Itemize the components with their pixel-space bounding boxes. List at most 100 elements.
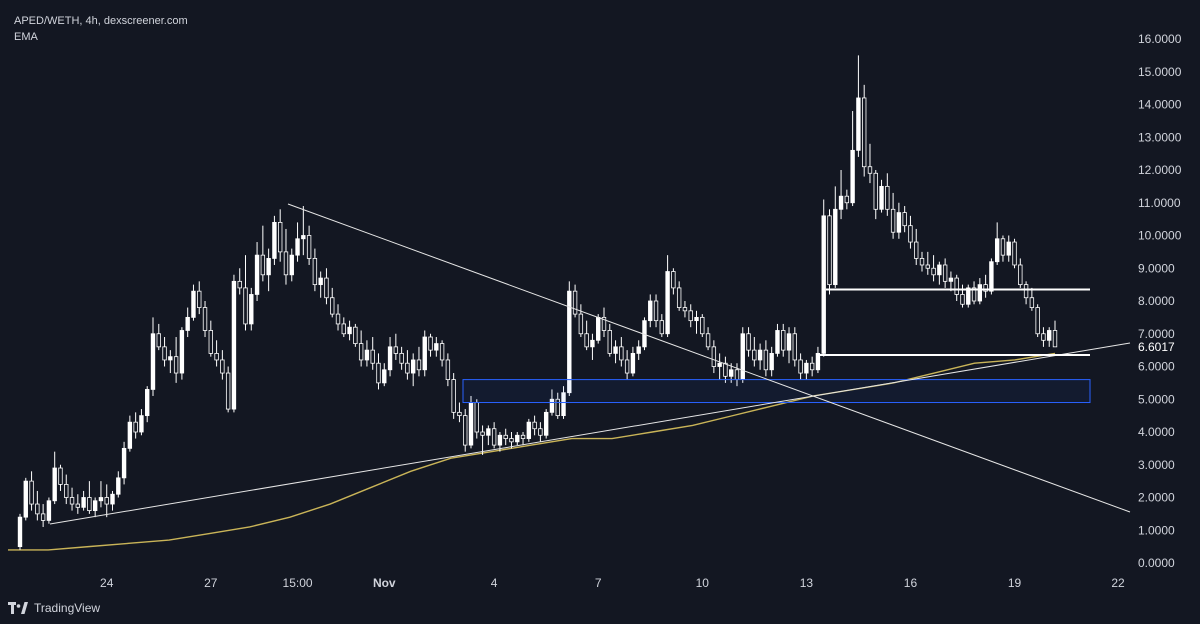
candle-body	[110, 493, 115, 505]
price-axis[interactable]: 16.0000 15.0000 14.0000 13.0000 12.0000 11.00…	[1138, 32, 1182, 570]
candle-body	[225, 372, 231, 410]
candle-body	[717, 362, 722, 367]
symbol-title[interactable]: APED/WETH, 4h, dexscreener.com	[14, 15, 188, 27]
candle-body	[775, 330, 780, 354]
candle-body	[324, 277, 329, 299]
candle-body	[127, 421, 133, 449]
candle-body	[40, 513, 46, 521]
drawings	[49, 203, 1131, 525]
y-tick-label: 16.0000	[1138, 32, 1182, 46]
candle-body	[983, 284, 988, 292]
candle-body	[480, 431, 485, 436]
y-tick-label: 14.0000	[1138, 98, 1182, 112]
candle-body	[439, 343, 445, 361]
candle-body	[364, 349, 370, 361]
candle-body	[676, 287, 682, 308]
candle-body	[619, 346, 624, 361]
x-tick-label: 27	[204, 576, 218, 590]
last-price-label: 6.6017	[1138, 340, 1175, 354]
y-tick-label: 8.0000	[1138, 294, 1175, 308]
candle-body	[370, 349, 375, 364]
candle-body	[1018, 264, 1023, 286]
candle-body	[966, 287, 971, 305]
candle-body	[1047, 330, 1052, 341]
candle-body	[827, 215, 832, 286]
candle-body	[214, 352, 219, 361]
candle-body	[491, 428, 497, 446]
candle-body	[463, 415, 468, 446]
candle-body	[191, 290, 196, 318]
candle-body	[630, 352, 636, 374]
chart-legend: APED/WETH, 4h, dexscreener.com EMA	[14, 13, 188, 45]
candle-body	[908, 225, 913, 243]
candle-body	[133, 421, 138, 433]
candle-body	[757, 349, 763, 361]
brand-label: TradingView	[34, 601, 101, 615]
candle-body	[382, 369, 387, 384]
candle-body	[879, 185, 884, 210]
candle-body	[1012, 241, 1017, 266]
y-tick-label: 5.0000	[1138, 392, 1175, 406]
y-tick-label: 13.0000	[1138, 130, 1182, 144]
candle-body	[416, 359, 422, 371]
candle-body	[208, 330, 214, 354]
candle-body	[994, 238, 1000, 263]
candle-body	[497, 434, 503, 446]
ascending-trendline[interactable]	[49, 342, 1131, 525]
candle-body	[509, 438, 514, 443]
y-tick-label: 15.0000	[1138, 65, 1182, 79]
time-axis[interactable]: 24 27 15:00 Nov 4 7 10 13 16 19 22	[100, 576, 1125, 590]
y-tick-label: 0.0000	[1138, 556, 1175, 570]
candle-body	[457, 411, 462, 417]
candle-body	[937, 264, 942, 276]
candle-body	[954, 277, 959, 295]
candle-body	[295, 238, 300, 256]
candle-body	[902, 212, 907, 227]
candle-body	[821, 215, 826, 354]
candle-body	[942, 264, 948, 282]
candle-body	[335, 313, 341, 325]
indicator-label[interactable]: EMA	[14, 31, 38, 43]
candle-body	[272, 221, 277, 259]
candle-body	[659, 320, 665, 335]
candle-body	[850, 149, 855, 204]
candle-body	[624, 359, 630, 374]
descending-trendline[interactable]	[287, 203, 1131, 513]
x-tick-label: Nov	[373, 576, 396, 590]
candle-body	[46, 500, 52, 521]
candle-body	[399, 352, 404, 364]
candle-body	[121, 447, 127, 479]
candle-body	[844, 195, 850, 204]
candles	[17, 55, 1058, 550]
x-tick-label: 13	[800, 576, 814, 590]
candle-body	[769, 352, 774, 371]
candle-body	[752, 349, 757, 361]
y-tick-label: 7.0000	[1138, 327, 1175, 341]
candle-body	[896, 212, 902, 233]
candle-body	[173, 356, 179, 374]
candle-body	[387, 346, 393, 371]
tradingview-watermark[interactable]: TradingView	[8, 601, 100, 615]
candle-body	[567, 290, 572, 394]
candle-body	[636, 346, 641, 354]
candle-body	[543, 411, 549, 436]
candle-body	[168, 356, 173, 361]
candle-body	[104, 497, 109, 505]
candle-body	[1052, 330, 1058, 348]
x-tick-label: 24	[100, 576, 114, 590]
candle-body	[977, 284, 983, 302]
candle-body	[763, 349, 769, 371]
candle-body	[861, 97, 867, 168]
candle-body	[150, 333, 156, 390]
candle-body	[520, 434, 526, 439]
candle-body	[312, 258, 318, 286]
candle-body	[75, 503, 81, 508]
candle-body	[81, 497, 86, 508]
candle-body	[538, 428, 543, 436]
candle-body	[1035, 307, 1040, 335]
candle-body	[989, 261, 994, 292]
candle-body	[914, 241, 919, 259]
x-tick-label: 10	[696, 576, 710, 590]
y-tick-label: 4.0000	[1138, 425, 1175, 439]
